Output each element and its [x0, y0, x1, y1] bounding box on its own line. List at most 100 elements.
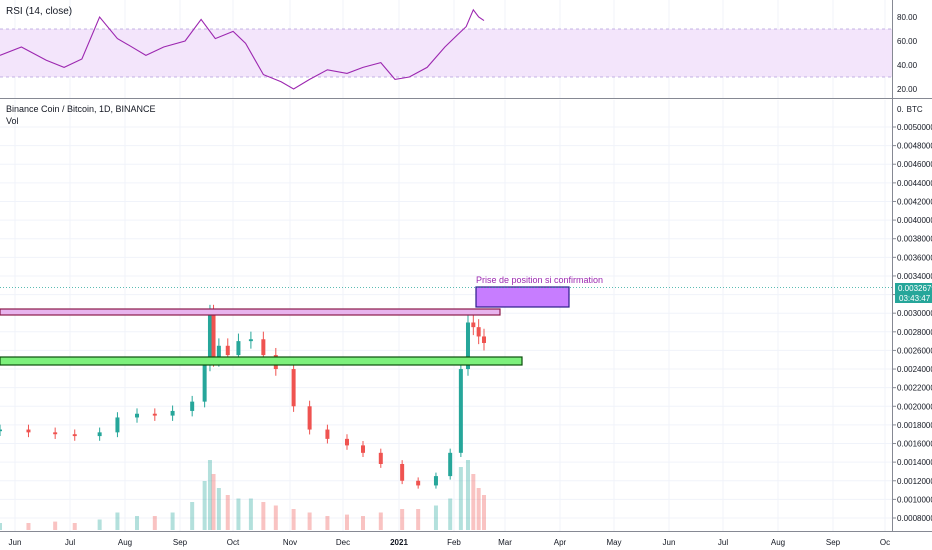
time-tick-label: Jul: [718, 538, 728, 547]
volume-bar: [471, 474, 476, 530]
rsi-tick-label: 60.00: [897, 37, 918, 46]
volume-bar: [248, 498, 253, 530]
volume-bar: [170, 512, 175, 530]
volume-bar: [53, 521, 58, 530]
candle-body: [482, 336, 486, 343]
rsi-line: [0, 8, 485, 90]
time-tick-label: Dec: [336, 538, 350, 547]
rsi-tick-label: 20.00: [897, 85, 918, 94]
candle-body: [236, 341, 241, 356]
price-y-axis[interactable]: 0.0050000 0.0048000 0.0046000 0.0044000 0.00…: [892, 123, 932, 523]
price-tick-label: 0.0014000: [897, 458, 932, 467]
time-tick-label: Sep: [173, 538, 188, 547]
target-zone[interactable]: [475, 286, 570, 308]
volume-bar: [361, 516, 365, 530]
time-tick-label: Jun: [663, 538, 676, 547]
price-tick-label: 0.0024000: [897, 365, 932, 374]
volume-bar: [26, 523, 31, 530]
price-tick-label: 0.0034000: [897, 272, 932, 281]
rsi-y-axis: 80.00 60.00 40.00 20.00: [897, 13, 918, 94]
price-tick-label: 0.0016000: [897, 440, 932, 449]
candle-body: [26, 429, 31, 433]
price-tick-label: 0.0010000: [897, 495, 932, 504]
time-tick-label: Oc: [880, 538, 890, 547]
price-tick-label: 0.0050000: [897, 123, 932, 132]
candle-body: [202, 364, 207, 402]
time-tick-label: Nov: [283, 538, 297, 547]
volume-bar: [97, 519, 102, 530]
rsi-tick-label: 40.00: [897, 61, 918, 70]
candle-body: [216, 345, 221, 360]
countdown-badge: [895, 293, 932, 303]
candle-body: [471, 322, 476, 328]
time-tick-label: Apr: [554, 538, 567, 547]
volume-bar: [344, 514, 349, 530]
candle-body: [207, 313, 212, 365]
volume-bar: [207, 460, 212, 530]
time-tick-label: Sep: [826, 538, 841, 547]
time-tick-label: Jul: [65, 538, 75, 547]
volume-bar: [482, 495, 486, 530]
price-tick-label: 0.0030000: [897, 309, 932, 318]
volume-bar: [465, 460, 470, 530]
price-tick-label: 0.0040000: [897, 216, 932, 225]
candle-body: [433, 476, 438, 486]
time-tick-label: Aug: [771, 538, 785, 547]
time-tick-label: May: [606, 538, 621, 547]
rsi-band: [0, 29, 892, 77]
price-tick-label: 0.0028000: [897, 328, 932, 337]
time-axis[interactable]: Jun Jul Aug Sep Oct Nov Dec 2021 Feb Mar Apr May Jun…: [9, 538, 891, 547]
candle-body: [152, 413, 157, 416]
price-tick-label: 0.0038000: [897, 235, 932, 244]
candle-body: [344, 438, 349, 446]
time-tick-label: Aug: [118, 538, 132, 547]
candle-body: [72, 434, 77, 437]
time-tick-label: Oct: [227, 538, 240, 547]
rsi-tick-label: 80.00: [897, 13, 918, 22]
price-tick-label: 0.0020000: [897, 402, 932, 411]
candle-body: [307, 406, 312, 430]
time-tick-label: Jun: [9, 538, 22, 547]
last-price-value: 0.0032679: [898, 284, 932, 293]
candle-body: [458, 369, 463, 453]
price-tick-label: 0.0018000: [897, 421, 932, 430]
support-zone[interactable]: [0, 356, 523, 366]
volume-bar: [307, 512, 312, 530]
volume-bar: [325, 516, 330, 530]
candle-body: [476, 327, 481, 337]
candle-body: [97, 432, 102, 437]
time-tick-label: 2021: [390, 538, 408, 547]
candle-body: [448, 452, 453, 477]
volume-bar: [416, 509, 421, 530]
price-tick-label: 0.0026000: [897, 346, 932, 355]
price-tick-label: 0.0022000: [897, 384, 932, 393]
candle-body: [261, 339, 266, 356]
symbol-title: Binance Coin / Bitcoin, 1D, BINANCE: [6, 104, 156, 114]
candle-body: [211, 313, 216, 360]
volume-bar: [400, 509, 405, 530]
countdown-value: 03:43:47: [899, 294, 931, 303]
volume-bar: [291, 509, 296, 530]
volume-bar: [0, 523, 2, 530]
candle-body: [0, 429, 2, 432]
annotation-text: Prise de position si confirmation: [476, 275, 603, 285]
candle-body: [361, 445, 365, 453]
candle-body: [225, 345, 230, 356]
price-tick-label: 0.0036000: [897, 253, 932, 262]
price-tick-label: 0.0048000: [897, 142, 932, 151]
volume-label: Vol: [6, 116, 19, 126]
volume-bar: [225, 495, 230, 530]
candle-body: [291, 369, 296, 407]
volume-bar: [190, 502, 195, 530]
candle-body: [400, 464, 405, 481]
volume-bar: [211, 474, 216, 530]
volume-bar: [261, 502, 266, 530]
candle-body: [465, 322, 470, 370]
volume-bar: [202, 481, 207, 530]
candlesticks: [0, 304, 486, 489]
candle-body: [190, 401, 195, 411]
volume-bar: [476, 488, 481, 530]
volume-bar: [448, 498, 453, 530]
resistance-zone[interactable]: [0, 308, 501, 316]
